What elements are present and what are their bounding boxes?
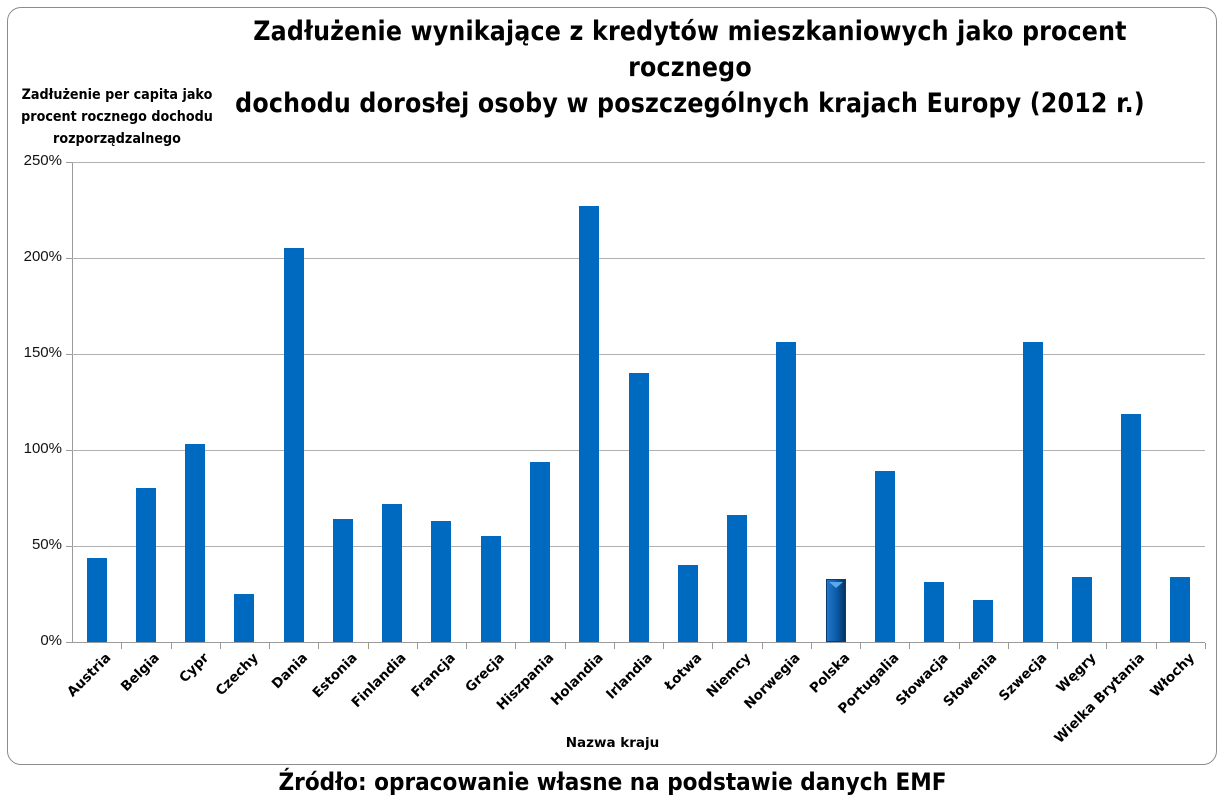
x-tick	[564, 643, 566, 649]
x-tick	[909, 643, 911, 649]
bar-polska[interactable]	[825, 578, 846, 642]
x-tick	[860, 643, 862, 649]
y-tick-label: 100%	[23, 440, 62, 457]
bar-szwecja[interactable]	[1022, 342, 1043, 642]
x-tick	[416, 643, 418, 649]
bar-holandia[interactable]	[579, 206, 600, 642]
bar-belgia[interactable]	[135, 488, 156, 642]
y-tick-label: 250%	[23, 152, 62, 169]
x-tick	[1155, 643, 1157, 649]
gridline	[72, 354, 1205, 355]
bar-austria[interactable]	[86, 557, 107, 642]
x-tick	[712, 643, 714, 649]
y-tick-label: 200%	[23, 248, 62, 265]
y-axis-line	[72, 162, 73, 642]
bar-grecja[interactable]	[480, 536, 501, 642]
bar-finlandia[interactable]	[382, 503, 403, 642]
x-tick	[1106, 643, 1108, 649]
bar-węgry[interactable]	[1071, 576, 1092, 642]
x-tick	[1007, 643, 1009, 649]
chart-title: Zadłużenie wynikające z kredytów mieszka…	[215, 14, 1165, 122]
x-tick	[761, 643, 763, 649]
x-tick	[269, 643, 271, 649]
y-axis-title-line-1: Zadłużenie per capita jako	[21, 87, 213, 103]
x-tick	[219, 643, 221, 649]
y-tick	[66, 546, 72, 547]
bar-słowenia[interactable]	[973, 599, 994, 642]
y-tick-label: 150%	[23, 344, 62, 361]
chart-title-line-2: dochodu dorosłej osoby w poszczególnych …	[235, 88, 1145, 119]
bar-dania[interactable]	[283, 248, 304, 642]
bar-estonia[interactable]	[332, 519, 353, 642]
x-tick	[663, 643, 665, 649]
x-tick	[466, 643, 468, 649]
x-tick	[958, 643, 960, 649]
source-note: Źródło: opracowanie własne na podstawie …	[278, 768, 947, 796]
bar-włochy[interactable]	[1170, 576, 1191, 642]
x-tick	[121, 643, 123, 649]
chart-frame	[7, 7, 1217, 765]
y-axis-title-line-2: procent rocznego dochodu	[21, 109, 213, 125]
y-tick	[66, 354, 72, 355]
y-tick-label: 50%	[31, 536, 62, 553]
x-tick	[613, 643, 615, 649]
bar-norwegia[interactable]	[776, 342, 797, 642]
bar-irlandia[interactable]	[628, 373, 649, 642]
y-axis-title: Zadłużenie per capita jako procent roczn…	[16, 84, 218, 150]
bar-łotwa[interactable]	[677, 565, 698, 642]
x-tick	[810, 643, 812, 649]
bar-portugalia[interactable]	[874, 471, 895, 642]
y-tick-label: 0%	[40, 632, 62, 649]
bar-hiszpania[interactable]	[529, 461, 550, 642]
x-tick	[367, 643, 369, 649]
x-tick	[1205, 643, 1206, 649]
x-axis-title: Nazwa kraju	[565, 735, 660, 751]
gridline	[72, 258, 1205, 259]
y-tick	[66, 450, 72, 451]
x-tick	[318, 643, 320, 649]
y-tick	[66, 642, 72, 643]
bar-francja[interactable]	[431, 521, 452, 642]
bar-wielka-brytania[interactable]	[1121, 413, 1142, 642]
bar-niemcy[interactable]	[727, 515, 748, 642]
y-axis-title-line-3: rozporządzalnego	[53, 131, 181, 147]
gridline	[72, 162, 1205, 163]
bar-słowacja[interactable]	[924, 582, 945, 642]
y-tick	[66, 162, 72, 163]
x-axis-line	[66, 642, 1205, 643]
chart-title-line-1: Zadłużenie wynikające z kredytów mieszka…	[253, 16, 1127, 83]
plot-area: 0% 50% 100% 150% 200% 250%	[24, 153, 1206, 649]
x-tick	[170, 643, 172, 649]
bar-czechy[interactable]	[234, 594, 255, 642]
x-tick	[515, 643, 517, 649]
bar-cypr[interactable]	[185, 444, 206, 642]
y-tick	[66, 258, 72, 259]
x-tick	[1057, 643, 1059, 649]
